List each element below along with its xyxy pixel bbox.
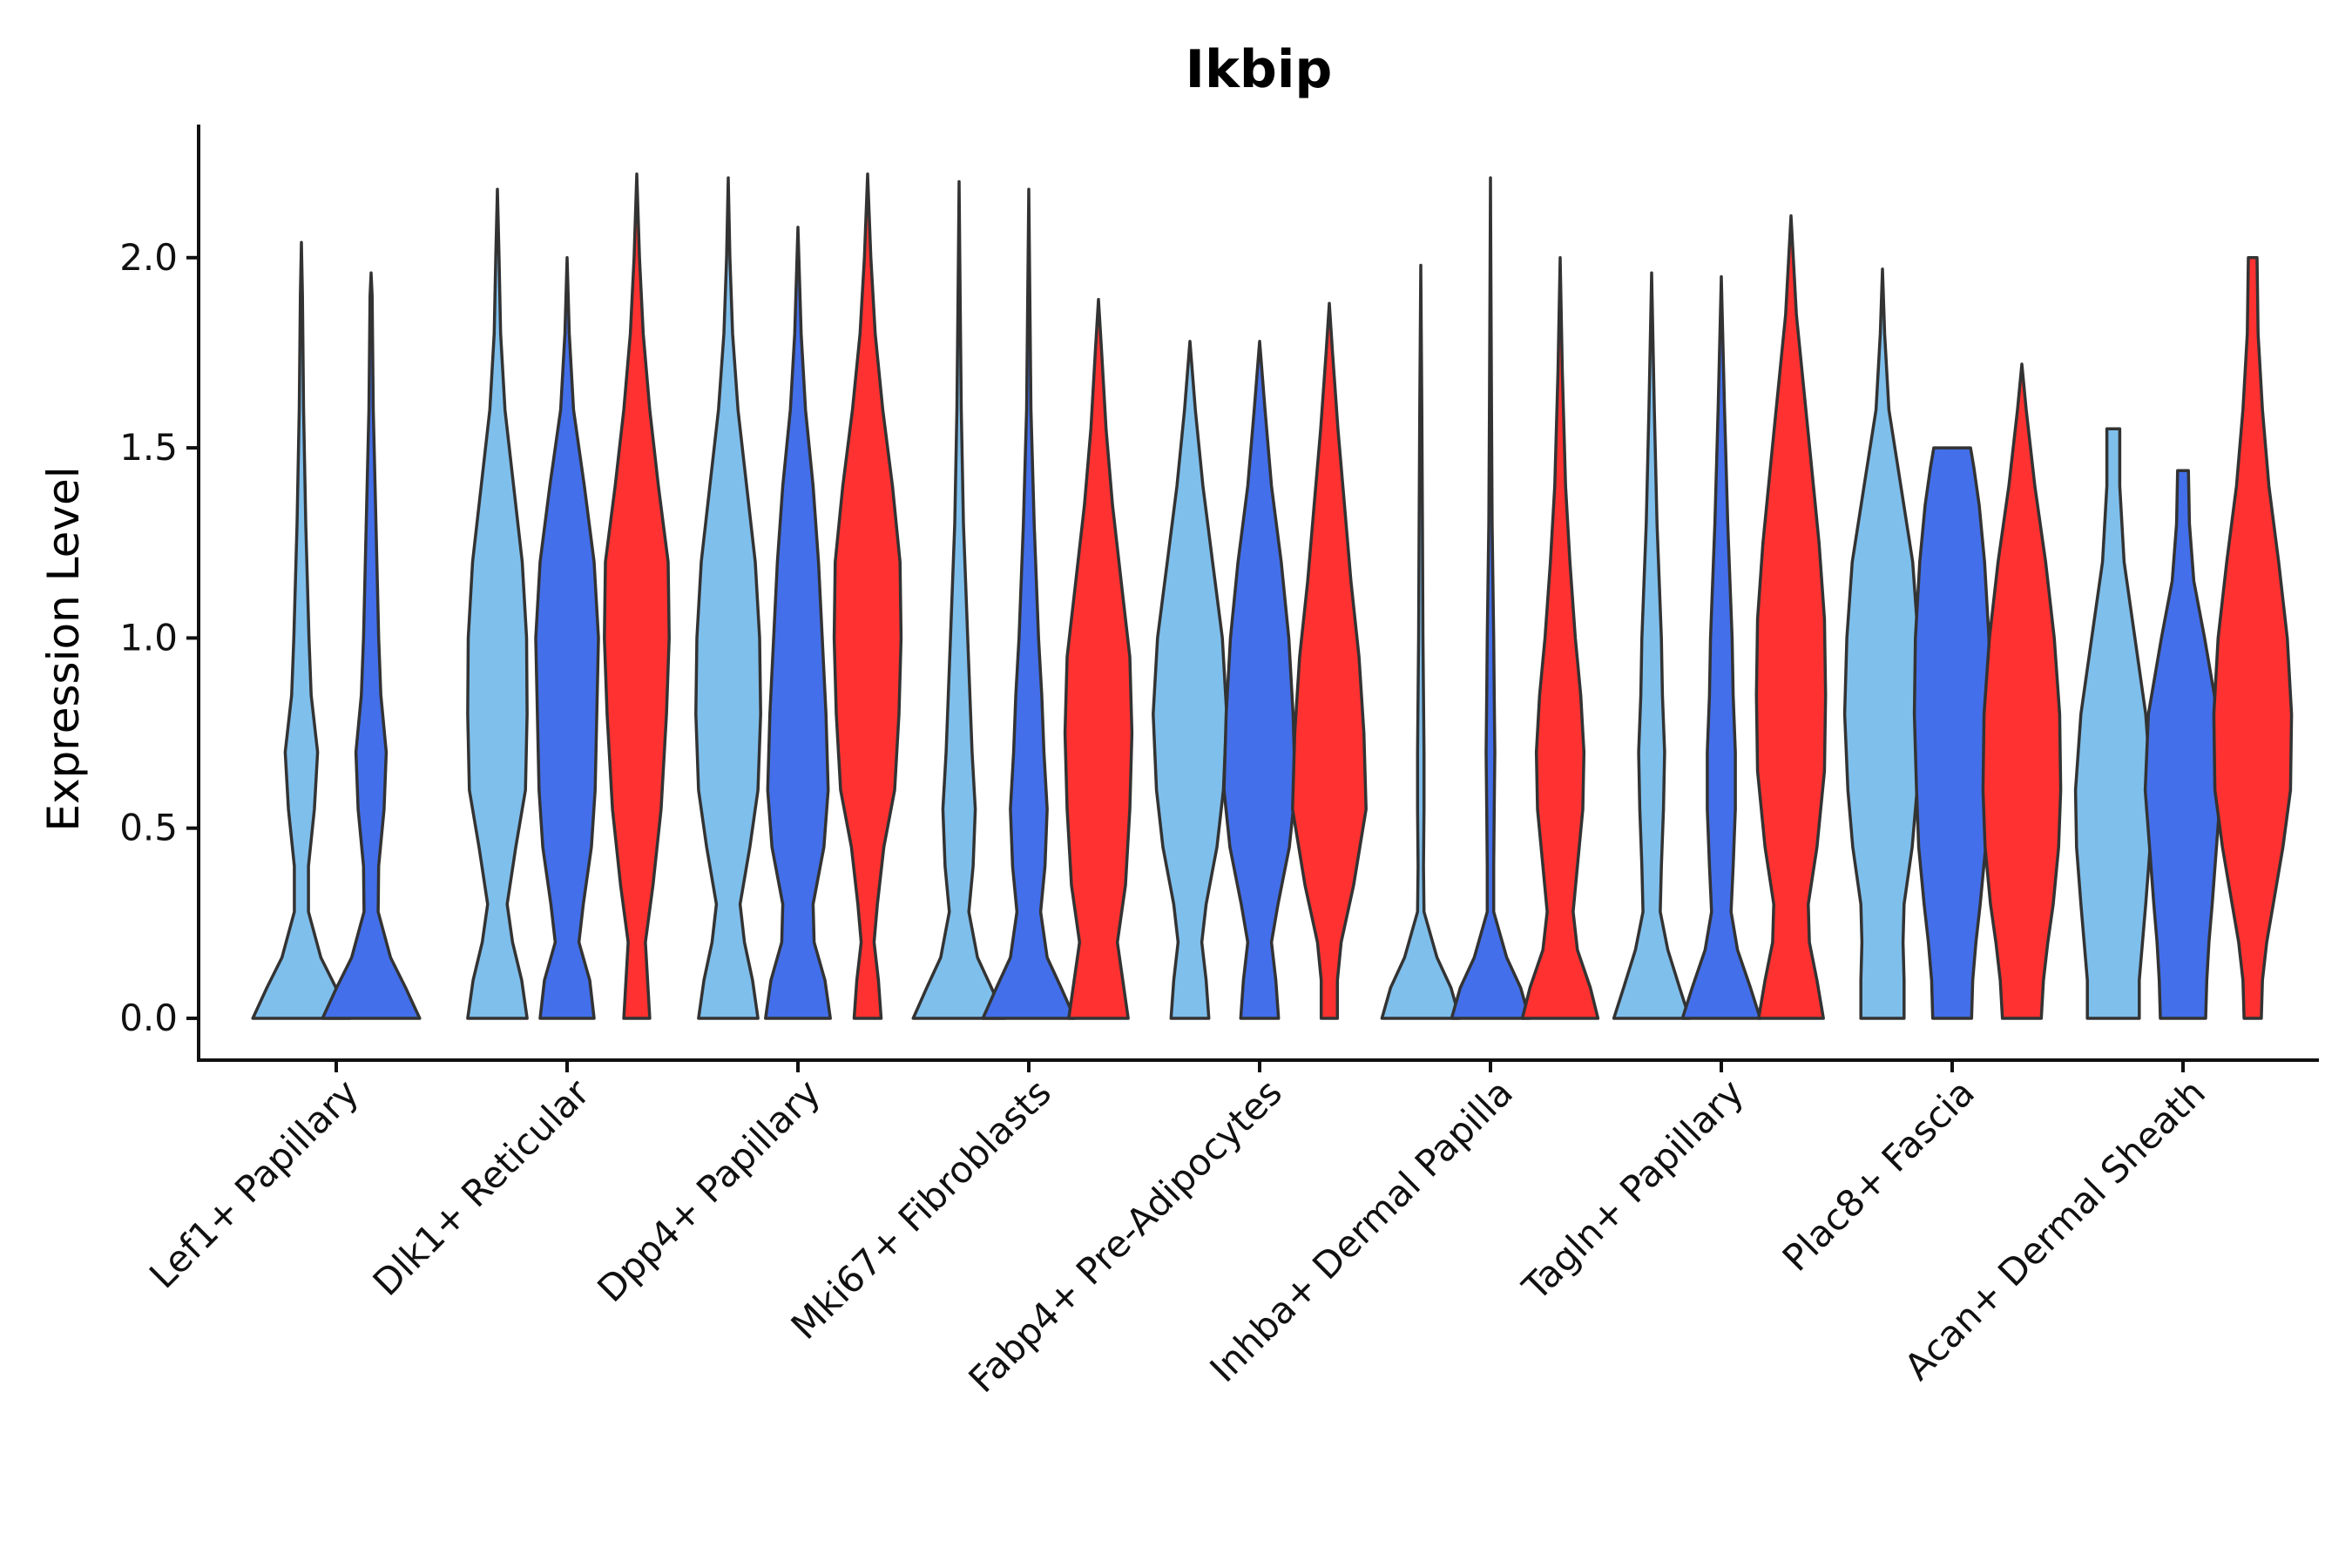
y-axis-ticks: 0.0 0.5 1.0 1.5 2.0	[119, 236, 199, 1039]
violin-dlk1-reticular-red	[603, 172, 671, 1020]
violin-tagln-papillary-blue	[1680, 274, 1762, 1020]
violin-plac8-fascia-red	[1981, 362, 2063, 1020]
violin-fabp4-pre-adipocytes-blue	[1222, 340, 1297, 1020]
violin-dpp4-papillary-blue	[764, 226, 832, 1020]
violin-acan-dermal-sheath-red	[2212, 256, 2294, 1020]
x-tick-label: Mki67+ Fibroblasts	[783, 1071, 1059, 1347]
x-tick-label: Plac8+ Fascia	[1774, 1071, 1983, 1279]
y-tick-label: 1.0	[119, 616, 178, 659]
violin-group	[251, 172, 2294, 1020]
x-tick-label: Lef1+ Papillary	[141, 1071, 367, 1296]
chart-title: Ikbip	[1186, 39, 1333, 100]
violin-fabp4-pre-adipocytes-red	[1291, 301, 1368, 1020]
violin-dlk1-reticular-light	[466, 187, 529, 1020]
violin-dpp4-papillary-red	[832, 172, 903, 1020]
x-tick-label: Dlk1+ Reticular	[365, 1071, 598, 1304]
y-axis-label: Expression Level	[38, 466, 89, 831]
violin-inhba-dermal-papilla-blue	[1450, 176, 1531, 1020]
violin-acan-dermal-sheath-light	[2073, 427, 2153, 1020]
violin-inhba-dermal-papilla-red	[1520, 256, 1600, 1020]
x-tick-label: Tagln+ Papillary	[1514, 1071, 1752, 1308]
violin-lef1-papillary-light	[251, 240, 352, 1020]
violin-tagln-papillary-light	[1612, 271, 1692, 1020]
violin-mki67-fibroblasts-blue	[981, 187, 1077, 1020]
violin-fabp4-pre-adipocytes-light	[1152, 340, 1228, 1020]
violin-tagln-papillary-red	[1754, 214, 1828, 1020]
violin-dlk1-reticular-blue	[534, 256, 600, 1020]
x-tick-label: Dpp4+ Papillary	[589, 1071, 828, 1310]
y-tick-label: 0.5	[119, 807, 178, 849]
violin-mki67-fibroblasts-red	[1063, 298, 1134, 1020]
y-tick-label: 2.0	[119, 236, 178, 279]
y-tick-label: 1.5	[119, 426, 178, 469]
violin-inhba-dermal-papilla-light	[1380, 263, 1462, 1020]
violin-dpp4-papillary-light	[694, 176, 762, 1020]
violin-mki67-fibroblasts-light	[911, 179, 1007, 1020]
violin-plac8-fascia-light	[1842, 267, 1923, 1020]
y-tick-label: 0.0	[119, 997, 178, 1039]
violin-acan-dermal-sheath-blue	[2143, 469, 2223, 1020]
violin-plac8-fascia-blue	[1912, 446, 1992, 1020]
violin-lef1-papillary-blue	[321, 271, 422, 1020]
